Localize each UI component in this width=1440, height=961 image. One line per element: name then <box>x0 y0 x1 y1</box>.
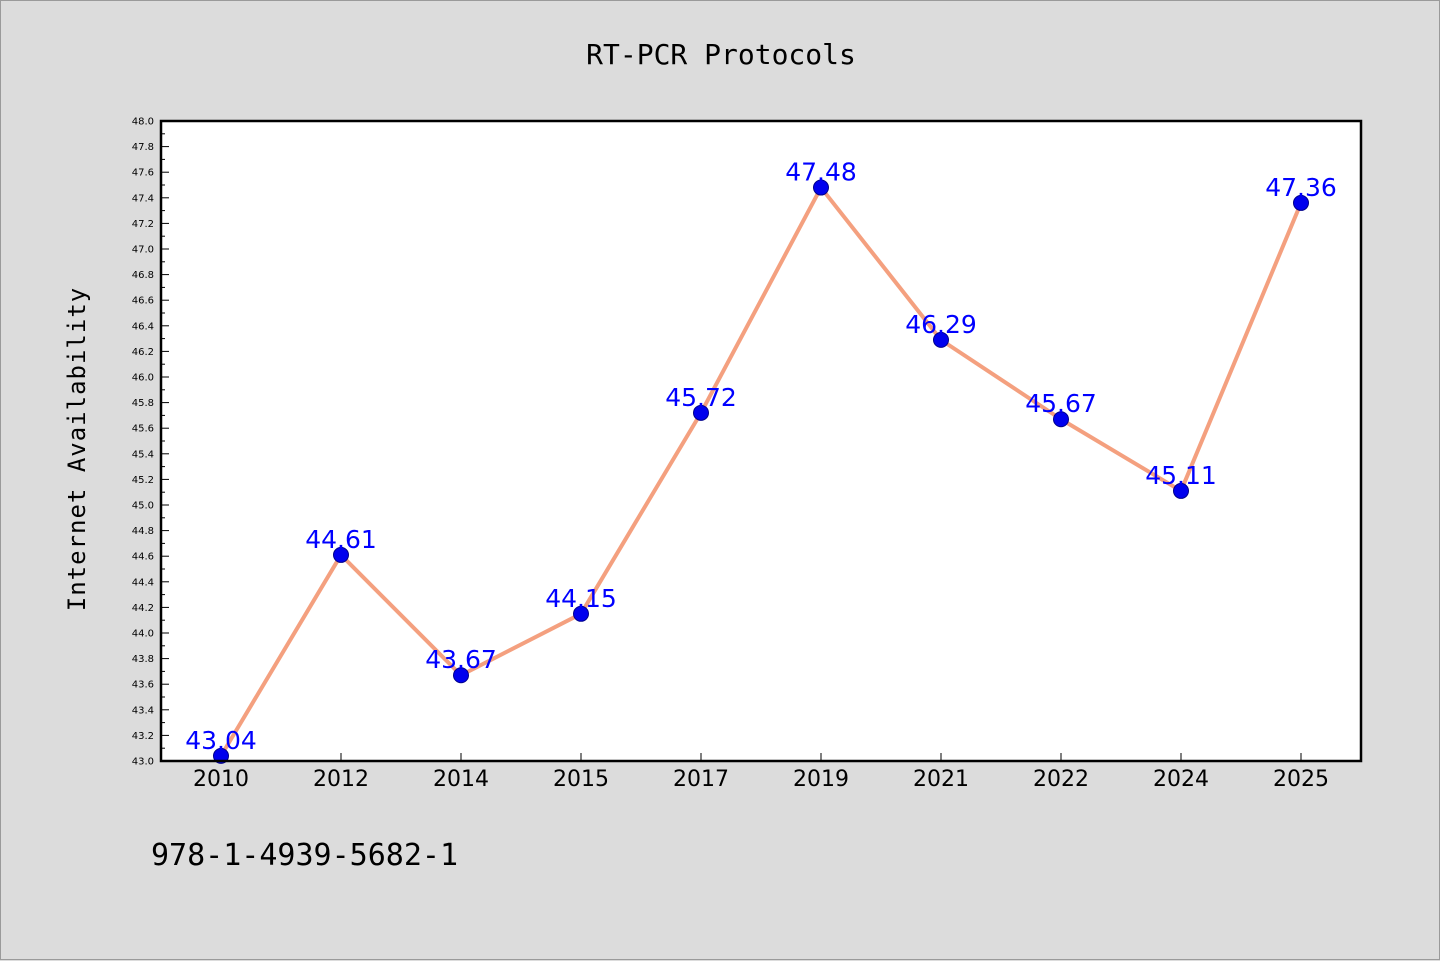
data-point <box>1293 194 1309 211</box>
data-label: 44.15 <box>545 584 617 613</box>
data-point <box>1173 482 1189 499</box>
plot-border <box>159 119 1363 763</box>
y-tick-label: 45.4 <box>132 449 154 460</box>
y-tick-label: 44.4 <box>132 577 154 588</box>
y-tick-label: 43.6 <box>132 680 154 691</box>
y-tick-label: 48.0 <box>132 117 154 128</box>
data-labels: 43.04 44.61 43.67 44.15 45.72 47.48 46.29 45.67… <box>185 158 1337 755</box>
data-label: 45.67 <box>1025 389 1097 418</box>
y-tick-label: 45.2 <box>132 475 154 486</box>
y-tick-label: 43.0 <box>132 757 154 768</box>
y-axis-label: Internet Availability <box>63 287 91 611</box>
y-tick-label: 45.0 <box>132 501 154 512</box>
y-tick-label: 43.2 <box>132 731 154 742</box>
x-axis: 2010 2012 2014 2015 2017 2019 2021 2022 2024 2025 <box>193 753 1329 792</box>
y-tick-label: 47.6 <box>132 168 154 179</box>
data-label: 46.29 <box>905 310 977 339</box>
data-point <box>213 747 229 764</box>
data-label: 47.36 <box>1265 173 1337 202</box>
data-point <box>573 605 589 622</box>
x-tick-label: 2014 <box>433 767 489 792</box>
y-tick-label: 46.6 <box>132 296 154 307</box>
x-tick-label: 2022 <box>1033 767 1089 792</box>
plot-area <box>161 121 1361 761</box>
y-tick-label: 47.4 <box>132 193 154 204</box>
x-tick-label: 2012 <box>313 767 369 792</box>
y-tick-label: 43.4 <box>132 705 154 716</box>
y-tick-label: 47.8 <box>132 142 154 153</box>
x-tick-label: 2021 <box>913 767 969 792</box>
y-tick-label: 45.6 <box>132 424 154 435</box>
y-tick-label: 46.8 <box>132 270 154 281</box>
y-axis: 43.0 43.2 43.4 43.6 43.8 44.0 44.2 44.4 44.6 44.8… <box>132 117 169 768</box>
footnote-isbn: 978-1-4939-5682-1 <box>151 838 458 873</box>
data-label: 43.67 <box>425 645 497 674</box>
data-label: 45.72 <box>665 383 737 412</box>
data-label: 47.48 <box>785 158 857 187</box>
x-tick-label: 2024 <box>1153 767 1209 792</box>
x-tick-label: 2015 <box>553 767 609 792</box>
y-tick-label: 44.0 <box>132 629 154 640</box>
x-tick-label: 2010 <box>193 767 249 792</box>
y-tick-label: 47.2 <box>132 219 154 230</box>
x-tick-label: 2025 <box>1273 767 1329 792</box>
y-tick-label: 45.8 <box>132 398 154 409</box>
x-tick-label: 2017 <box>673 767 729 792</box>
data-point <box>1053 411 1069 428</box>
data-point <box>453 667 469 684</box>
data-point <box>333 546 349 563</box>
series-line <box>219 185 1303 757</box>
y-tick-label: 46.4 <box>132 321 154 332</box>
data-point <box>933 331 949 348</box>
y-tick-label: 46.0 <box>132 373 154 384</box>
y-tick-label: 44.2 <box>132 603 154 614</box>
data-point <box>693 404 709 421</box>
y-tick-label: 44.8 <box>132 526 154 537</box>
y-tick-label: 46.2 <box>132 347 154 358</box>
data-label: 43.04 <box>185 726 257 755</box>
data-label: 44.61 <box>305 525 377 554</box>
chart-title: RT-PCR Protocols <box>586 38 856 71</box>
series-line-group <box>213 179 1309 764</box>
x-tick-label: 2019 <box>793 767 849 792</box>
data-point <box>813 179 829 196</box>
y-tick-label: 44.6 <box>132 552 154 563</box>
data-label: 45.11 <box>1145 461 1217 490</box>
y-tick-label: 43.8 <box>132 654 154 665</box>
y-tick-label: 47.0 <box>132 245 154 256</box>
